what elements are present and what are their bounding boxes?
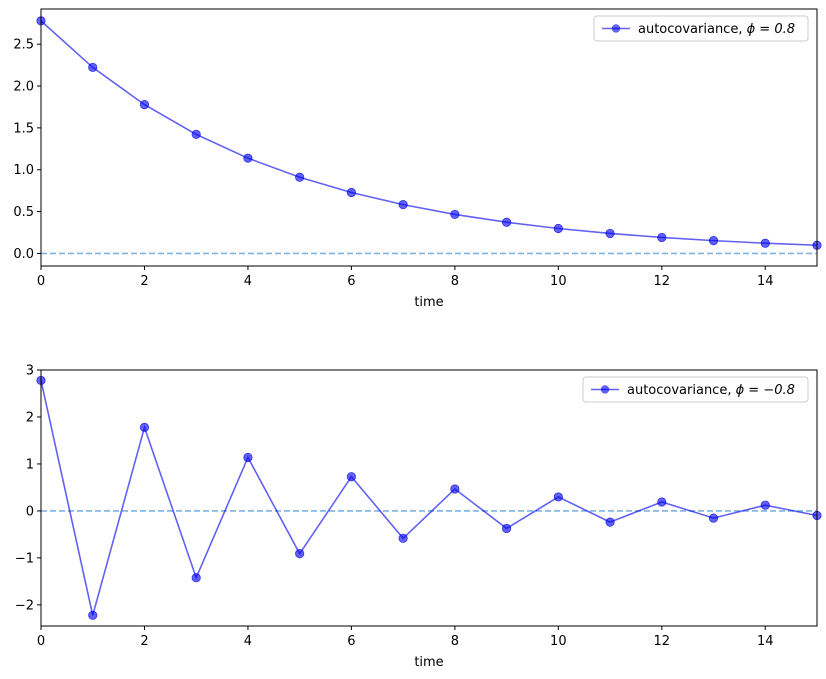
autocovariance-line xyxy=(40,380,818,616)
x-tick-label: 14 xyxy=(757,274,774,289)
y-tick-label: 3 xyxy=(26,364,34,379)
data-point xyxy=(398,533,408,543)
y-tick-label: 2.0 xyxy=(13,80,34,95)
data-point xyxy=(553,223,563,234)
x-tick-label: 4 xyxy=(244,634,252,649)
legend-marker-swatch xyxy=(611,24,621,33)
data-point xyxy=(657,232,667,243)
y-tick-label: 0.0 xyxy=(13,247,34,262)
data-point xyxy=(243,452,253,463)
data-point xyxy=(243,153,253,163)
x-tick-label: 10 xyxy=(550,634,567,649)
x-tick-label: 2 xyxy=(140,274,148,289)
y-tick-label: 0.5 xyxy=(13,205,34,220)
data-point xyxy=(88,62,98,73)
data-point xyxy=(501,523,512,534)
x-tick-label: 0 xyxy=(37,634,45,649)
data-point xyxy=(708,513,719,523)
legend-box xyxy=(582,376,809,403)
x-tick-label: 2 xyxy=(140,634,148,649)
y-tick-label: −2 xyxy=(15,598,34,613)
data-point xyxy=(760,500,770,510)
data-point xyxy=(346,472,356,482)
x-tick-label: 4 xyxy=(244,274,252,289)
data-point xyxy=(346,187,356,198)
data-point xyxy=(450,209,460,220)
data-point xyxy=(605,517,615,527)
y-tick-label: 2.5 xyxy=(13,38,34,53)
data-point xyxy=(605,228,615,239)
x-tick-label: 6 xyxy=(347,274,355,289)
data-point xyxy=(450,484,460,494)
data-point xyxy=(760,238,770,248)
data-point xyxy=(501,217,512,227)
legend-label: autocovariance, ϕ = 0.8 xyxy=(638,22,795,37)
legend-label-text: autocovariance, xyxy=(627,383,736,398)
legend: autocovariance, ϕ = 0.8 xyxy=(593,15,809,42)
legend-phi-value: ϕ = 0.8 xyxy=(747,22,795,37)
legend-label-text: autocovariance, xyxy=(638,22,747,37)
y-tick-label: 2 xyxy=(26,410,34,425)
legend-marker-swatch xyxy=(600,385,610,394)
x-tick-label: 0 xyxy=(37,274,45,289)
data-point xyxy=(191,129,201,140)
data-point xyxy=(295,172,305,182)
data-point xyxy=(657,497,667,507)
data-point xyxy=(191,573,201,583)
y-tick-label: 1.5 xyxy=(13,121,34,136)
top-plot-panel: 0 2 4 6 8 10 12 14 0.0 0.5 1.0 1.5 2.0 2.5 time autocov… xyxy=(13,8,822,310)
legend: autocovariance, ϕ = −0.8 xyxy=(582,376,809,403)
data-point xyxy=(139,100,150,110)
x-tick-label: 12 xyxy=(654,634,671,649)
data-point xyxy=(295,549,305,559)
autocovariance-line xyxy=(40,20,818,247)
axes-frame xyxy=(40,369,818,627)
y-tick-label: −1 xyxy=(15,551,34,566)
x-tick-label: 10 xyxy=(550,274,567,289)
x-axis-label: time xyxy=(414,655,443,670)
x-axis-label: time xyxy=(414,295,443,310)
y-tick-label: 1 xyxy=(26,457,34,472)
x-tick-label: 14 xyxy=(757,634,774,649)
x-tick-label: 8 xyxy=(451,274,459,289)
data-point xyxy=(708,236,719,246)
data-point xyxy=(88,610,98,620)
data-point xyxy=(398,200,408,210)
axes-frame xyxy=(40,8,818,267)
legend-phi-value: ϕ = −0.8 xyxy=(736,383,795,398)
legend-label: autocovariance, ϕ = −0.8 xyxy=(627,383,795,398)
data-point xyxy=(139,422,150,433)
data-point xyxy=(553,492,563,502)
x-tick-label: 8 xyxy=(451,634,459,649)
y-tick-label: 0 xyxy=(26,504,34,519)
x-tick-label: 12 xyxy=(654,274,671,289)
y-tick-label: 1.0 xyxy=(13,163,34,178)
legend-box xyxy=(593,15,809,42)
x-tick-label: 6 xyxy=(347,634,355,649)
